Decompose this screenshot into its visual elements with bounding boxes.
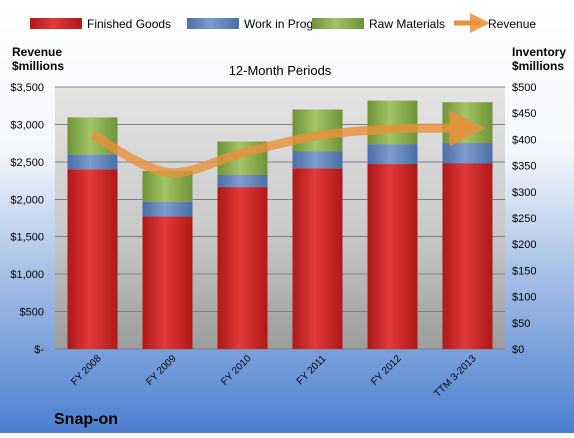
right-tick-label: $50: [512, 318, 530, 330]
bar-finished-goods: [67, 169, 118, 349]
right-axis-ticks: $0 $50 $100 $150 $200 $250 $300 $350 $400 $450 $50…: [512, 82, 536, 356]
revenue-line: [90, 110, 486, 178]
left-tick-label: $1,000: [10, 269, 44, 281]
legend-label-raw-materials: Raw Materials: [369, 17, 445, 31]
right-tick-label: $300: [512, 187, 536, 199]
right-tick-label: $250: [512, 213, 536, 225]
left-tick-label: $3,500: [10, 82, 44, 94]
right-axis-title-line1: Inventory: [512, 45, 566, 59]
legend-swatch-raw-materials: [312, 18, 364, 29]
left-tick-label: $-: [34, 344, 44, 356]
left-axis-ticks: $- $500 $1,000 $1,500 $2,000 $2,500 $3,000 $3,5…: [10, 82, 44, 356]
bars-layer: [67, 100, 493, 349]
right-tick-label: $350: [512, 161, 536, 173]
bar-work-in-progress: [142, 201, 193, 217]
legend-label-finished-goods: Finished Goods: [87, 17, 171, 31]
right-tick-label: $100: [512, 292, 536, 304]
line-layer: [90, 110, 486, 178]
right-tick-label: $0: [512, 344, 524, 356]
right-tick-label: $400: [512, 134, 536, 146]
legend-swatch-finished-goods: [30, 18, 82, 29]
chart-title: 12-Month Periods: [229, 63, 332, 78]
bar-raw-materials: [442, 102, 493, 144]
right-tick-label: $150: [512, 265, 536, 277]
legend: Finished Goods Work in Progress Raw Mate…: [30, 13, 536, 33]
left-tick-label: $2,500: [10, 157, 44, 169]
left-tick-label: $3,000: [10, 119, 44, 131]
bar-work-in-progress: [217, 175, 268, 188]
right-axis-title-line2: $millions: [512, 59, 564, 73]
bar-finished-goods: [442, 163, 493, 349]
left-axis-title-line2: $millions: [12, 59, 64, 73]
bar-work-in-progress: [292, 151, 343, 169]
bar-work-in-progress: [67, 154, 118, 170]
bar-work-in-progress: [442, 143, 493, 164]
right-tick-label: $500: [512, 82, 536, 94]
legend-swatch-work-in-progress: [187, 18, 239, 29]
bar-work-in-progress: [367, 144, 418, 165]
bar-finished-goods: [367, 164, 418, 349]
bar-finished-goods: [217, 187, 268, 349]
left-tick-label: $500: [20, 307, 44, 319]
right-tick-label: $450: [512, 108, 536, 120]
company-name: Snap-on: [54, 411, 118, 428]
right-tick-label: $200: [512, 239, 536, 251]
bar-finished-goods: [292, 168, 343, 349]
bar-raw-materials: [367, 100, 418, 145]
bar-finished-goods: [142, 216, 193, 349]
left-tick-label: $1,500: [10, 232, 44, 244]
left-tick-label: $2,000: [10, 194, 44, 206]
legend-label-revenue: Revenue: [488, 17, 536, 31]
left-axis-title-line1: Revenue: [12, 45, 62, 59]
